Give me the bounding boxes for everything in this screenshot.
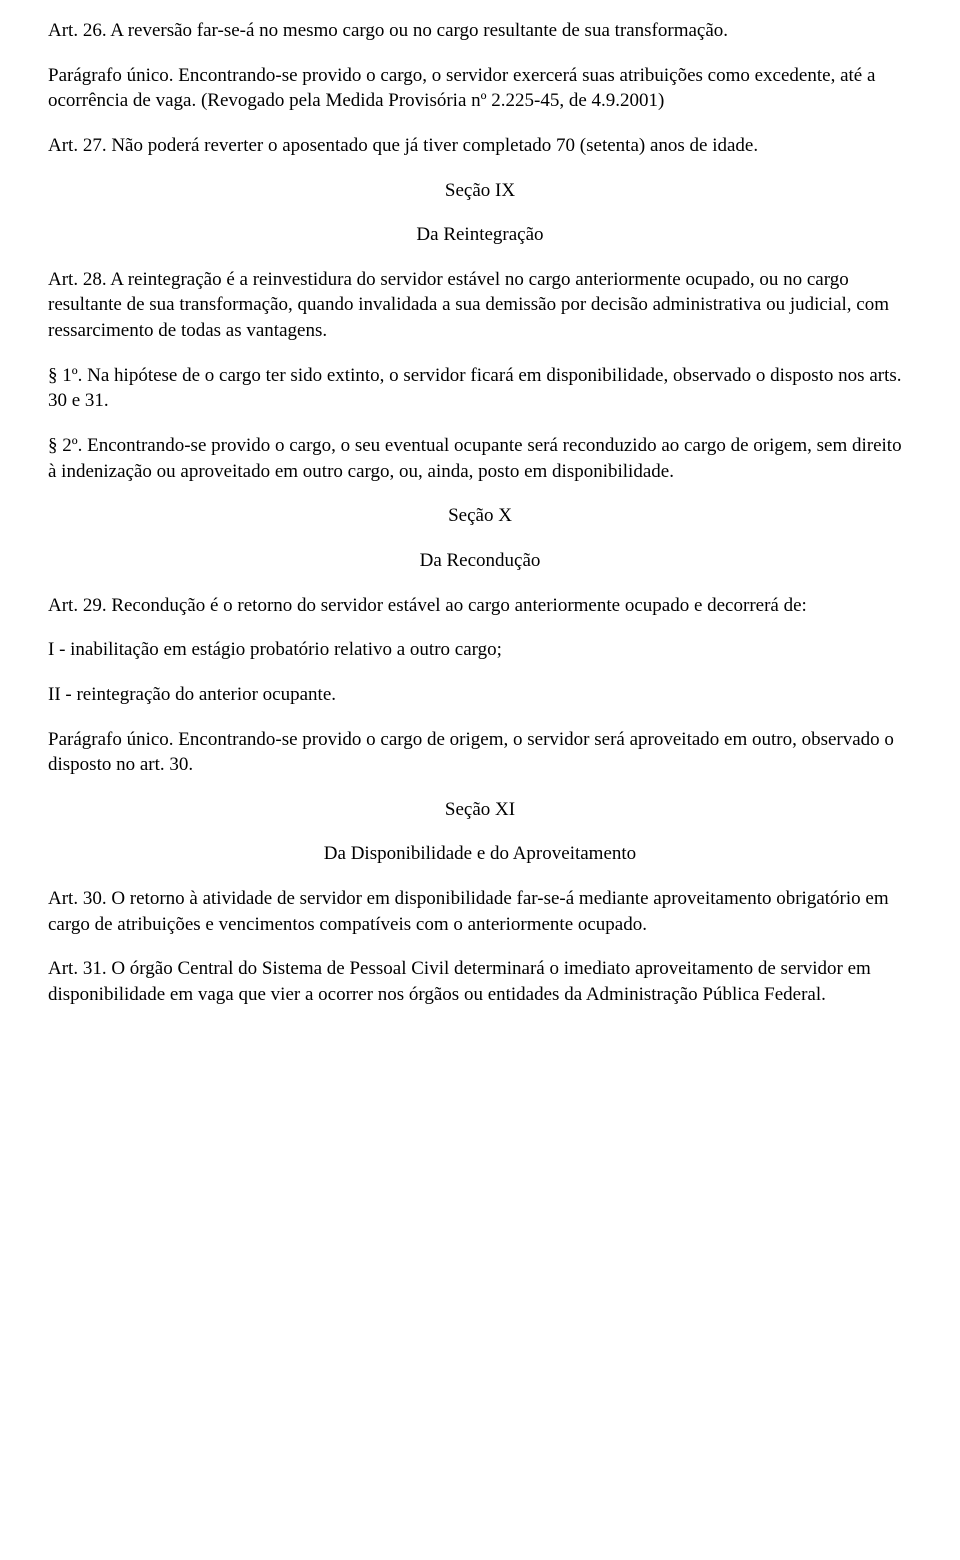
article-29-ii: II - reintegração do anterior ocupante.	[48, 682, 912, 708]
section-x-number: Seção X	[48, 503, 912, 529]
article-28-p2: § 2º. Encontrando-se provido o cargo, o …	[48, 433, 912, 484]
article-30: Art. 30. O retorno à atividade de servid…	[48, 886, 912, 937]
article-29-i: I - inabilitação em estágio probatório r…	[48, 637, 912, 663]
section-ix-number: Seção IX	[48, 178, 912, 204]
article-26-paragrafo-unico: Parágrafo único. Encontrando-se provido …	[48, 63, 912, 114]
section-xi-number: Seção XI	[48, 797, 912, 823]
article-28-p1: § 1º. Na hipótese de o cargo ter sido ex…	[48, 363, 912, 414]
article-29: Art. 29. Recondução é o retorno do servi…	[48, 593, 912, 619]
section-ix-title: Da Reintegração	[48, 222, 912, 248]
article-26: Art. 26. A reversão far-se-á no mesmo ca…	[48, 18, 912, 44]
article-29-paragrafo-unico: Parágrafo único. Encontrando-se provido …	[48, 727, 912, 778]
section-xi-title: Da Disponibilidade e do Aproveitamento	[48, 841, 912, 867]
article-27: Art. 27. Não poderá reverter o aposentad…	[48, 133, 912, 159]
article-28: Art. 28. A reintegração é a reinvestidur…	[48, 267, 912, 344]
article-31: Art. 31. O órgão Central do Sistema de P…	[48, 956, 912, 1007]
section-x-title: Da Recondução	[48, 548, 912, 574]
